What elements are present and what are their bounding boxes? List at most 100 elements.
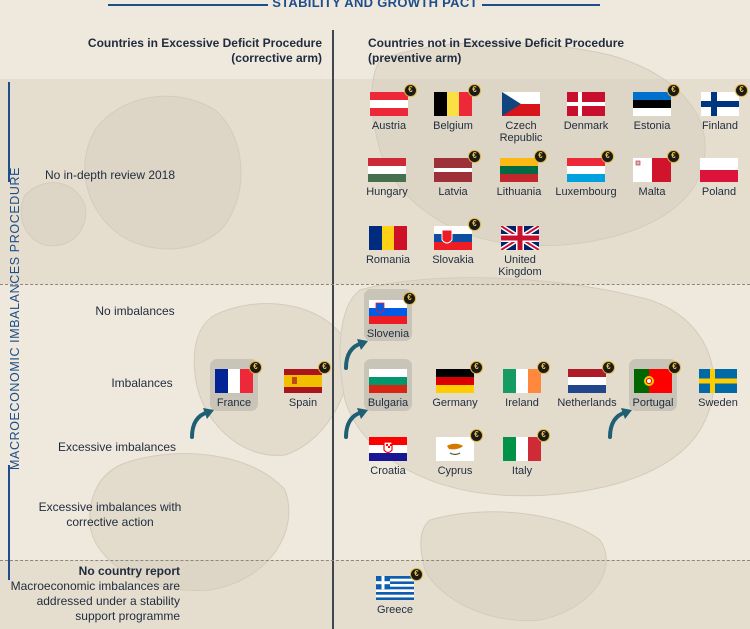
hungary-flag-icon <box>368 158 406 182</box>
country-name: Portugal <box>632 397 674 409</box>
row-label-excessive-corrective: Excessive imbalances with corrective act… <box>38 500 182 529</box>
slovakia-flag-icon: € <box>434 218 481 250</box>
country-greece: € Greece <box>360 568 430 616</box>
country-cyprus: € Cyprus <box>420 429 490 477</box>
country-name: Romania <box>365 254 411 266</box>
country-name: Sweden <box>698 397 738 409</box>
country-hungary: Hungary <box>352 158 422 198</box>
country-name: France <box>216 397 252 409</box>
country-slovenia: € Slovenia <box>353 292 423 340</box>
euro-coin-icon: € <box>534 150 547 163</box>
euro-coin-icon: € <box>735 84 748 97</box>
row-divider-review <box>0 284 750 285</box>
row-label-no-country-report: No country report Macroeconomic imbalanc… <box>0 564 180 624</box>
country-ireland: € Ireland <box>487 361 557 409</box>
euro-coin-icon: € <box>470 361 483 374</box>
row-label-excessive-imbalances: Excessive imbalances <box>57 440 177 454</box>
side-label-rule-top <box>8 82 10 182</box>
belgium-flag-icon: € <box>434 84 481 116</box>
country-germany: € Germany <box>420 361 490 409</box>
austria-flag-icon: € <box>370 84 417 116</box>
curved-arrow-icon <box>344 408 368 439</box>
country-denmark: Denmark <box>551 92 621 132</box>
country-lithuania: € Lithuania <box>484 150 554 198</box>
netherlands-flag-icon: € <box>568 361 615 393</box>
euro-coin-icon: € <box>668 361 681 374</box>
country-name: Malta <box>638 186 666 198</box>
row-label-imbalances: Imbalances <box>111 376 173 390</box>
country-name: Latvia <box>438 186 468 198</box>
country-luxembourg: € Luxembourg <box>551 150 621 198</box>
euro-coin-icon: € <box>537 429 550 442</box>
corrective-arm-heading: Countries in Excessive Deficit Procedure… <box>87 36 322 65</box>
denmark-flag-icon <box>567 92 605 116</box>
croatia-flag-icon <box>369 437 407 461</box>
uk-flag-icon <box>501 226 539 250</box>
row-divider-report <box>0 560 750 561</box>
country-name: Ireland <box>505 397 539 409</box>
poland-flag-icon <box>700 158 738 182</box>
euro-coin-icon: € <box>468 218 481 231</box>
country-france: € France <box>199 361 269 409</box>
france-flag-icon: € <box>215 361 262 393</box>
country-name: Lithuania <box>496 186 542 198</box>
euro-coin-icon: € <box>667 150 680 163</box>
portugal-flag-icon: € <box>634 361 681 393</box>
country-name: Spain <box>288 397 318 409</box>
column-divider <box>332 30 334 629</box>
malta-flag-icon: € <box>633 150 680 182</box>
no-report-text: Macroeconomic imbalances are addressed u… <box>10 579 180 623</box>
euro-coin-icon: € <box>602 361 615 374</box>
preventive-arm-heading: Countries not in Excessive Deficit Proce… <box>368 36 625 65</box>
country-finland: € Finland <box>685 84 750 132</box>
estonia-flag-icon: € <box>633 84 680 116</box>
row-label-no-imbalances: No imbalances <box>95 304 175 318</box>
sweden-flag-icon <box>699 369 737 393</box>
country-sweden: Sweden <box>683 369 750 409</box>
finland-flag-icon: € <box>701 84 748 116</box>
latvia-flag-icon: € <box>434 150 481 182</box>
country-spain: € Spain <box>268 361 338 409</box>
euro-coin-icon: € <box>537 361 550 374</box>
country-name: Poland <box>701 186 737 198</box>
mip-side-label: MACROECONOMIC IMBALANCES PROCEDURE <box>8 166 22 470</box>
country-name: Belgium <box>433 120 473 132</box>
country-name: Hungary <box>366 186 408 198</box>
country-name: Estonia <box>633 120 671 132</box>
country-name: Croatia <box>370 465 406 477</box>
country-name: Slovenia <box>366 328 410 340</box>
euro-coin-icon: € <box>318 361 331 374</box>
czech-flag-icon <box>502 92 540 116</box>
country-romania: Romania <box>353 226 423 266</box>
country-name: Austria <box>371 120 407 132</box>
country-belgium: € Belgium <box>418 84 488 132</box>
country-portugal: € Portugal <box>618 361 688 409</box>
euro-coin-icon: € <box>404 84 417 97</box>
country-name: Finland <box>701 120 739 132</box>
spain-flag-icon: € <box>284 361 331 393</box>
euro-coin-icon: € <box>468 150 481 163</box>
side-label-rule-bottom <box>8 465 10 580</box>
euro-coin-icon: € <box>667 84 680 97</box>
euro-coin-icon: € <box>468 84 481 97</box>
country-poland: Poland <box>684 158 750 198</box>
euro-coin-icon: € <box>410 568 423 581</box>
country-name: Greece <box>376 604 414 616</box>
country-slovakia: € Slovakia <box>418 218 488 266</box>
lithuania-flag-icon: € <box>500 150 547 182</box>
country-czech-republic: Czech Republic <box>486 92 556 144</box>
country-croatia: Croatia <box>353 437 423 477</box>
country-name: Cyprus <box>437 465 473 477</box>
pact-title-rule-right <box>482 4 600 6</box>
country-bulgaria: Bulgaria <box>353 369 423 409</box>
country-name: Luxembourg <box>555 186 617 198</box>
country-name: Czech Republic <box>499 120 543 144</box>
country-malta: € Malta <box>617 150 687 198</box>
italy-flag-icon: € <box>503 429 550 461</box>
greece-flag-icon: € <box>376 568 423 600</box>
no-report-title: No country report <box>78 564 180 578</box>
luxembourg-flag-icon: € <box>567 150 614 182</box>
country-name: Italy <box>511 465 533 477</box>
country-name: United Kingdom <box>498 254 542 278</box>
no-report-band <box>0 560 750 629</box>
